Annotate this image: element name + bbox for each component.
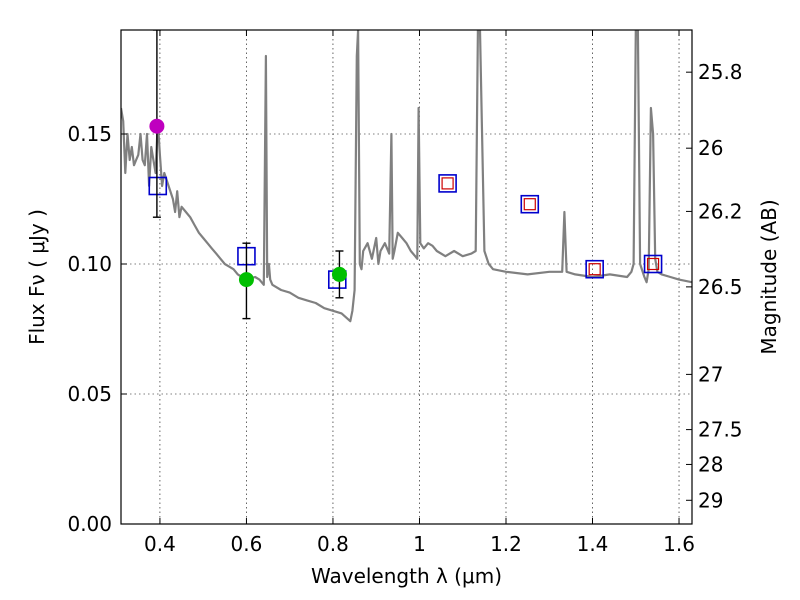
observed-point [149,118,165,134]
x-tick-label: 1 [413,532,426,556]
model-photometry-point [643,254,663,274]
x-tick-label: 0.4 [144,532,176,556]
y-tick-label: 0.05 [67,382,112,406]
model-photometry-point [585,259,604,279]
y-axis-right-label: Magnitude (AB) [757,199,781,354]
y-axis-label: Flux Fν ( μJy ) [25,209,49,345]
right-tick-label: 27 [698,362,723,386]
y-tick-label: 0.10 [67,252,112,276]
model-photometry-point [520,194,540,214]
right-tick-label: 29 [698,488,723,512]
x-tick-label: 1.2 [490,532,522,556]
right-tick-label: 27.5 [698,418,743,442]
right-tick-label: 26.5 [698,275,743,299]
right-tick-label: 28 [698,452,723,476]
x-tick-label: 1.4 [577,532,609,556]
model-photometry-inner-point [523,198,536,211]
model-photometry-inner-point [588,263,601,276]
model-photometry-inner-point [646,257,660,271]
model-photometry-inner-point [441,177,454,190]
y-tick-label: 0.15 [67,122,112,146]
right-tick-label: 26.2 [698,199,743,223]
x-tick-label: 0.8 [317,532,349,556]
plot-frame [120,29,693,525]
y-tick-label: 0.00 [67,512,112,536]
plot-area [121,30,692,323]
observed-point [238,272,254,288]
model-photometry-point [438,174,457,193]
x-axis-label: Wavelength λ (μm) [311,564,502,588]
model-spectrum-line [121,30,692,323]
x-tick-label: 1.6 [663,532,695,556]
right-tick-label: 25.8 [698,60,743,84]
axis-ticks: 0.4 0.6 0.8 1 1.2 1.4 1.6 0.00 0.05 0.10 0.15 25.8 2… [67,30,743,556]
grid-lines [121,30,692,524]
model-photometry-point [148,176,168,196]
x-tick-label: 0.6 [231,532,263,556]
observed-point [331,266,347,282]
right-tick-label: 26 [698,136,723,160]
